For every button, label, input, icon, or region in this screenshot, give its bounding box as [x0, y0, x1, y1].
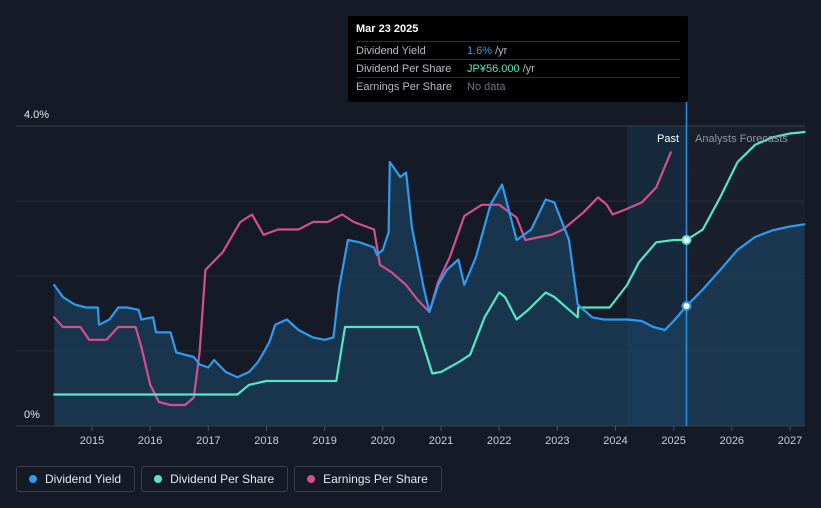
tooltip-label: Earnings Per Share	[356, 80, 452, 93]
tooltip-row-eps: Earnings Per Share No data	[356, 77, 680, 95]
legend-label: Dividend Per Share	[170, 472, 275, 486]
legend-item-dividend-per-share[interactable]: Dividend Per Share	[141, 466, 289, 492]
x-tick-label: 2023	[545, 435, 569, 447]
x-tick-label: 2025	[661, 435, 685, 447]
x-tick-label: 2024	[603, 435, 627, 447]
x-axis-ticks: 2015 2016 2017 2018 2019 2020 2021 2022 2023 2024…	[80, 426, 802, 447]
x-tick-label: 2018	[254, 435, 278, 447]
tooltip-row-dps: Dividend Per Share JP¥56.000 /yr	[356, 59, 680, 77]
current-markers	[681, 235, 692, 311]
x-tick-label: 2026	[720, 435, 744, 447]
x-tick-label: 2019	[312, 435, 336, 447]
tooltip-label: Dividend Per Share	[356, 62, 452, 75]
x-tick-label: 2021	[429, 435, 453, 447]
legend-item-dividend-yield[interactable]: Dividend Yield	[16, 466, 136, 492]
legend-item-earnings-per-share[interactable]: Earnings Per Share	[294, 466, 442, 492]
x-tick-label: 2016	[138, 435, 162, 447]
legend-dot-icon	[307, 475, 316, 483]
tooltip-label: Dividend Yield	[356, 44, 426, 57]
tooltip-row-yield: Dividend Yield 1.6% /yr	[356, 41, 680, 59]
series-line-earnings-per-share	[53, 151, 672, 407]
x-tick-label: 2022	[487, 435, 511, 447]
dividend-yield-area	[54, 162, 805, 426]
x-tick-label: 2017	[196, 435, 220, 447]
tooltip-unit: /yr	[495, 44, 508, 57]
past-label: Past	[657, 133, 679, 145]
tooltip-value: JP¥56.000	[467, 62, 520, 75]
marker-dividend-yield	[681, 301, 692, 311]
y-tick-label-bottom: 0%	[24, 409, 40, 421]
x-tick-label: 2027	[778, 435, 802, 447]
x-tick-label: 2020	[371, 435, 395, 447]
legend-dot-icon	[154, 475, 163, 483]
legend-dot-icon	[29, 475, 37, 483]
tooltip-value: No data	[467, 80, 506, 93]
legend: Dividend Yield Dividend Per Share Earnin…	[16, 466, 442, 492]
marker-dividend-per-share	[681, 235, 692, 245]
series-lines	[53, 130, 806, 407]
y-tick-label-top: 4.0%	[24, 109, 49, 121]
series-line-dividend-per-share	[53, 130, 806, 396]
tooltip-unit: /yr	[522, 62, 535, 75]
series-areas	[54, 162, 805, 426]
legend-label: Earnings Per Share	[323, 472, 428, 486]
legend-label: Dividend Yield	[45, 472, 122, 486]
x-tick-label: 2015	[80, 435, 104, 447]
forecast-label: Analysts Forecasts	[695, 133, 788, 145]
tooltip-value: 1.6%	[467, 44, 493, 57]
series-line-dividend-yield	[53, 160, 806, 379]
tooltip: Mar 23 2025 Dividend Yield 1.6% /yr Divi…	[348, 16, 688, 102]
tooltip-date: Mar 23 2025	[356, 23, 419, 35]
